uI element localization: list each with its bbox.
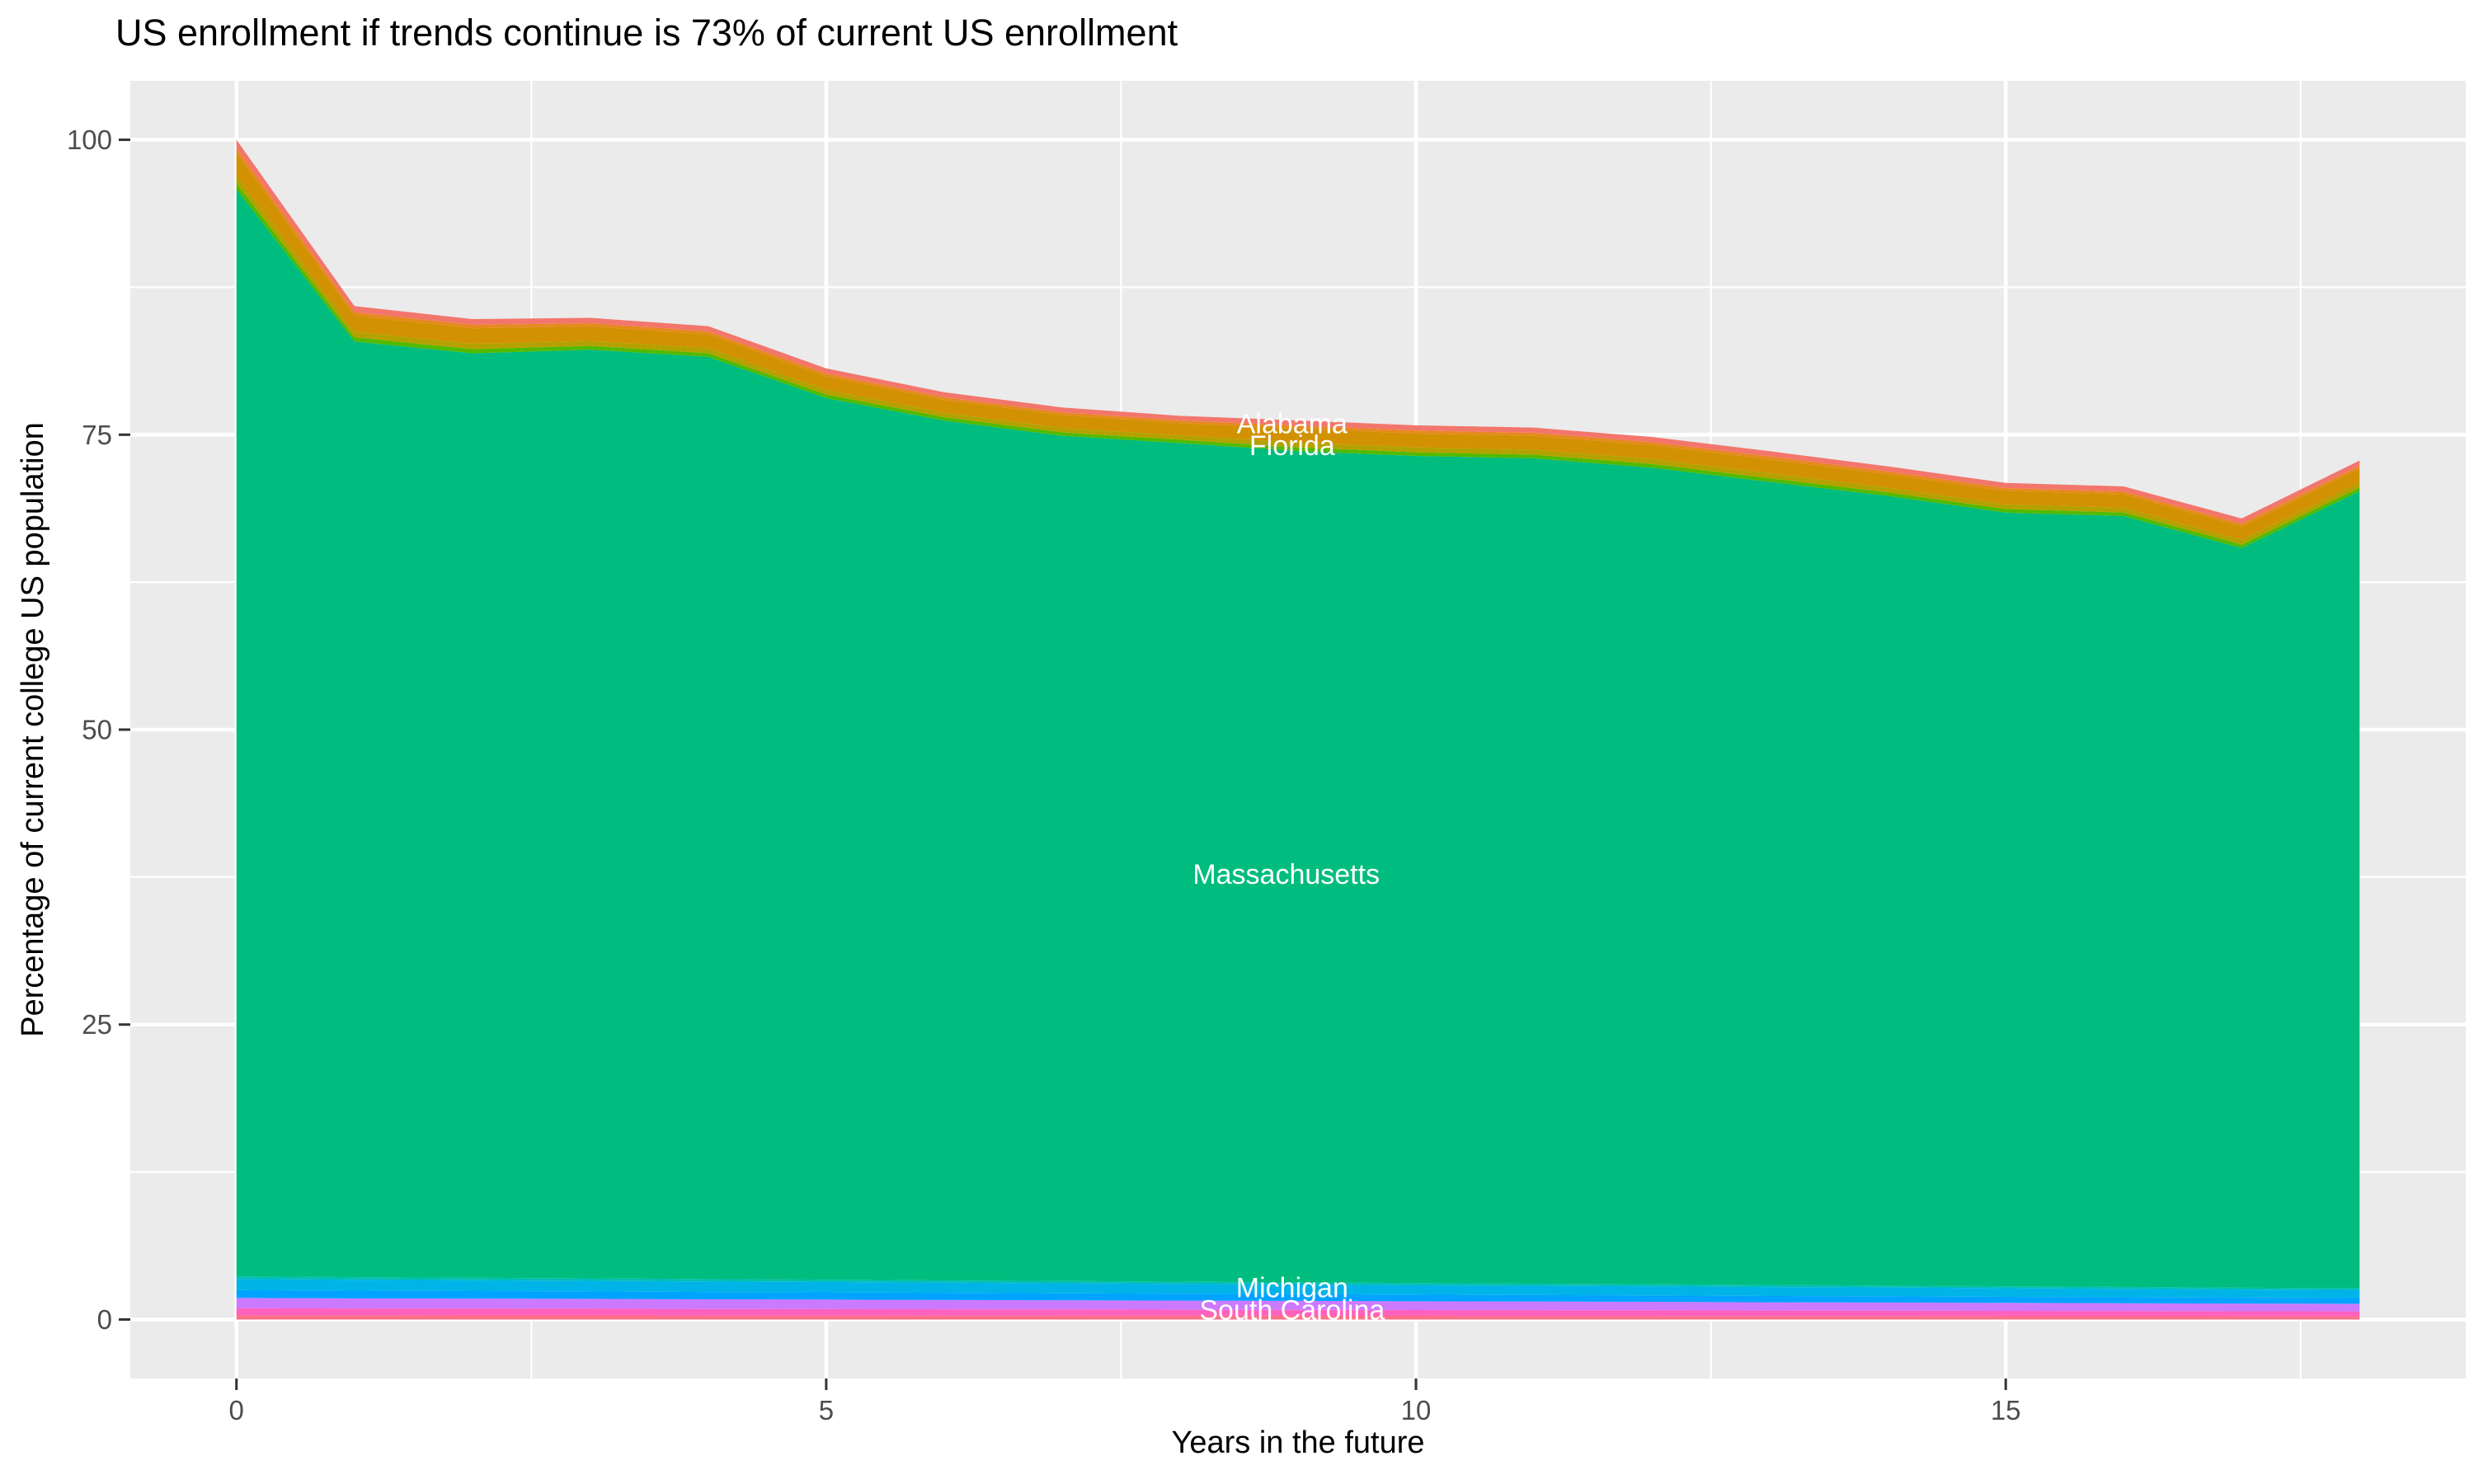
y-tick-label-100: 100 [67,124,112,155]
area-series-other-states-blue [236,1289,2360,1304]
area-series-south-carolina [236,1308,2360,1317]
state-label-massachusetts: Massachusetts [1192,859,1380,890]
state-label-south-carolina: South Carolina [1199,1295,1385,1327]
area-series-florida [236,153,2360,540]
y-tick-label-75: 75 [82,420,112,450]
state-label-michigan: Michigan [1236,1273,1348,1304]
y-tick-label-0: 0 [97,1304,112,1335]
area-series-other-states-redpink [236,1315,2360,1320]
area-series-michigan [236,1279,2360,1298]
x-tick-label-5: 5 [819,1395,834,1425]
x-tick-label-10: 10 [1401,1395,1432,1425]
y-axis-title: Percentage of current college US populat… [16,422,50,1037]
area-series-massachusetts [236,189,2360,1289]
state-label-florida: Florida [1249,430,1335,462]
x-tick-label-15: 15 [1991,1395,2021,1425]
y-tick-label-25: 25 [82,1009,112,1040]
x-axis-title: Years in the future [1171,1425,1424,1460]
state-label-alabama: Alabama [1237,408,1348,439]
area-series-other-states-teal [236,1276,2360,1290]
chart-title: US enrollment if trends continue is 73% … [115,12,1178,54]
y-tick-label-50: 50 [82,715,112,745]
x-tick-label-0: 0 [229,1395,244,1425]
area-series-other-states-violet [236,1298,2360,1312]
